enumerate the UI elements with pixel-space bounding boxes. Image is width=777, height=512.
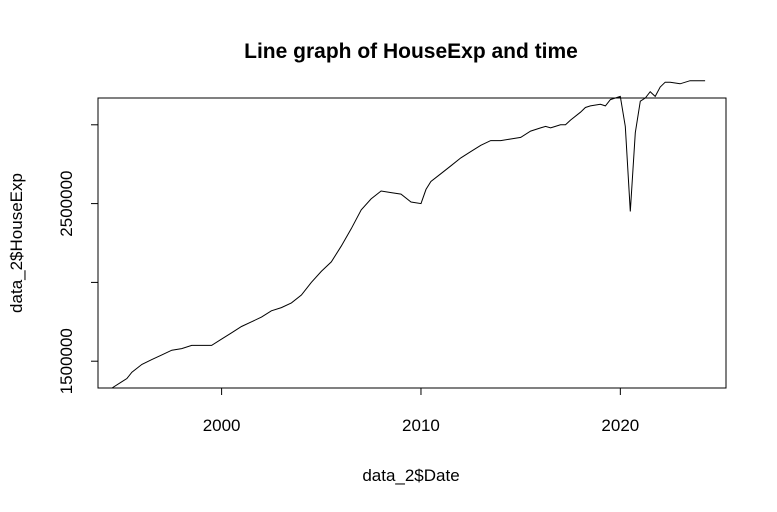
y-tick-label: 1500000 [57, 328, 76, 394]
x-tick-label: 2000 [203, 416, 241, 435]
y-axis-label: data_2$HouseExp [7, 173, 26, 313]
x-tick-label: 2010 [402, 416, 440, 435]
y-tick-label: 2500000 [57, 171, 76, 237]
x-axis: 2000 2010 2020 [203, 387, 639, 435]
x-tick-label: 2020 [601, 416, 639, 435]
series-line [111, 80, 706, 389]
y-axis: 1500000 2500000 [57, 124, 99, 394]
plot-frame [97, 97, 727, 389]
x-axis-label: data_2$Date [362, 466, 459, 485]
chart-title: Line graph of HouseExp and time [244, 40, 578, 63]
